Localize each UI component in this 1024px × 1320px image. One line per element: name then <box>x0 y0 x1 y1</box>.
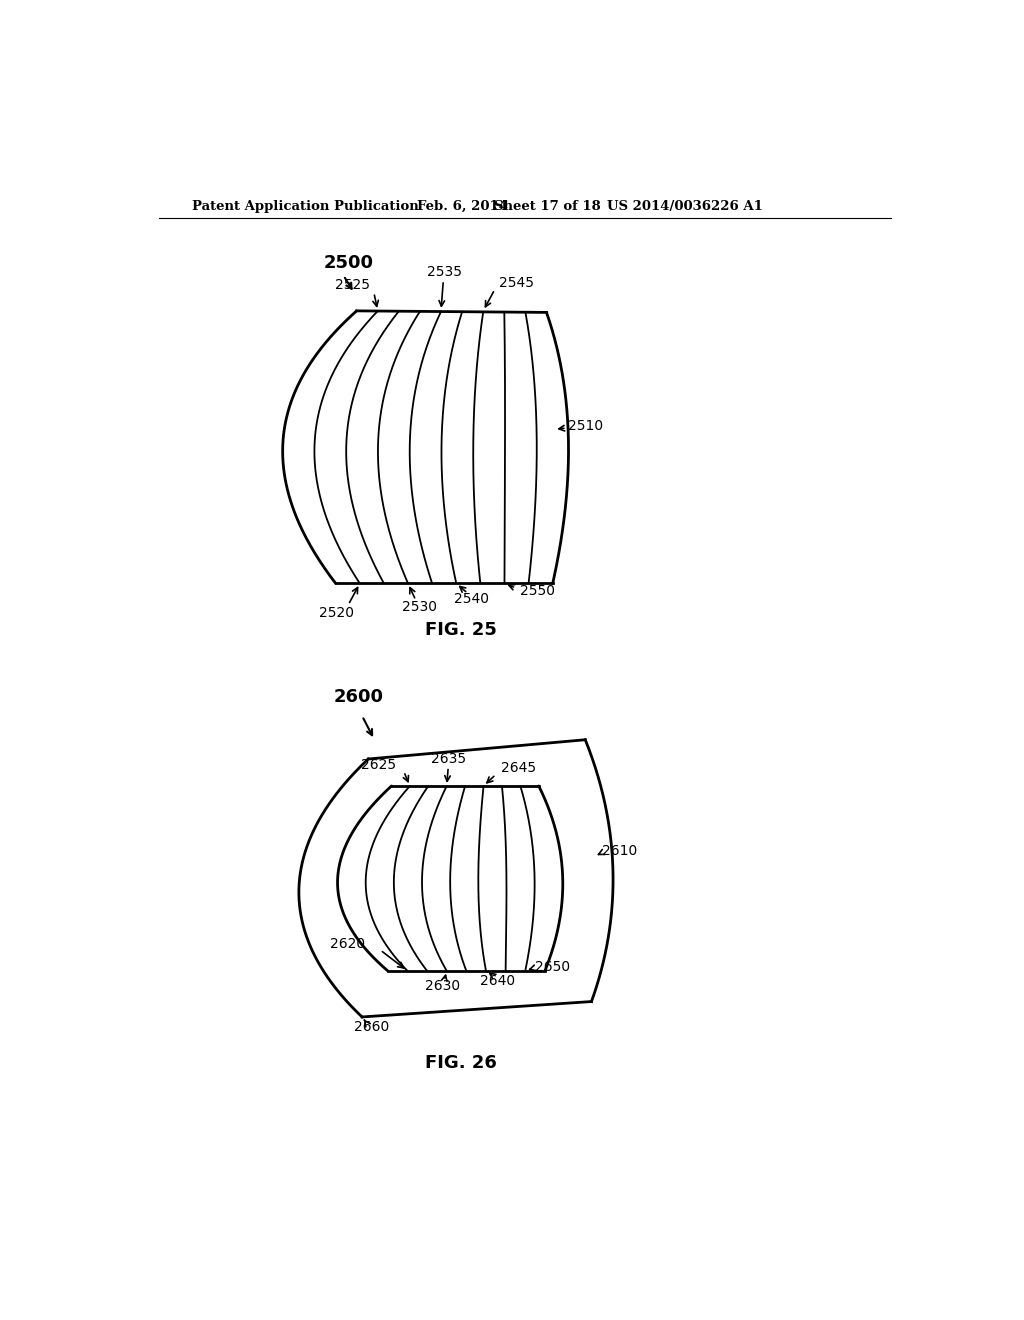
Text: 2645: 2645 <box>501 762 536 775</box>
Text: 2600: 2600 <box>334 689 383 706</box>
Text: 2620: 2620 <box>330 937 365 950</box>
Text: FIG. 26: FIG. 26 <box>425 1055 498 1072</box>
Text: Sheet 17 of 18: Sheet 17 of 18 <box>494 199 600 213</box>
Text: 2500: 2500 <box>324 255 374 272</box>
Text: 2660: 2660 <box>354 1020 389 1034</box>
Text: 2650: 2650 <box>535 960 569 974</box>
Text: 2530: 2530 <box>402 599 437 614</box>
Text: 2550: 2550 <box>520 585 555 598</box>
Text: 2520: 2520 <box>319 606 354 619</box>
Text: 2545: 2545 <box>499 276 534 290</box>
Text: 2535: 2535 <box>427 265 463 280</box>
Text: 2525: 2525 <box>335 279 370 293</box>
Text: 2540: 2540 <box>455 591 489 606</box>
Text: 2625: 2625 <box>360 758 396 772</box>
Text: FIG. 25: FIG. 25 <box>425 620 498 639</box>
Text: 2630: 2630 <box>425 979 461 993</box>
Text: Patent Application Publication: Patent Application Publication <box>191 199 418 213</box>
Text: Feb. 6, 2014: Feb. 6, 2014 <box>417 199 508 213</box>
Text: 2635: 2635 <box>431 752 466 766</box>
Text: 2640: 2640 <box>480 974 515 987</box>
Text: US 2014/0036226 A1: US 2014/0036226 A1 <box>607 199 763 213</box>
Text: 2610: 2610 <box>602 845 638 858</box>
Text: 2510: 2510 <box>568 420 603 433</box>
